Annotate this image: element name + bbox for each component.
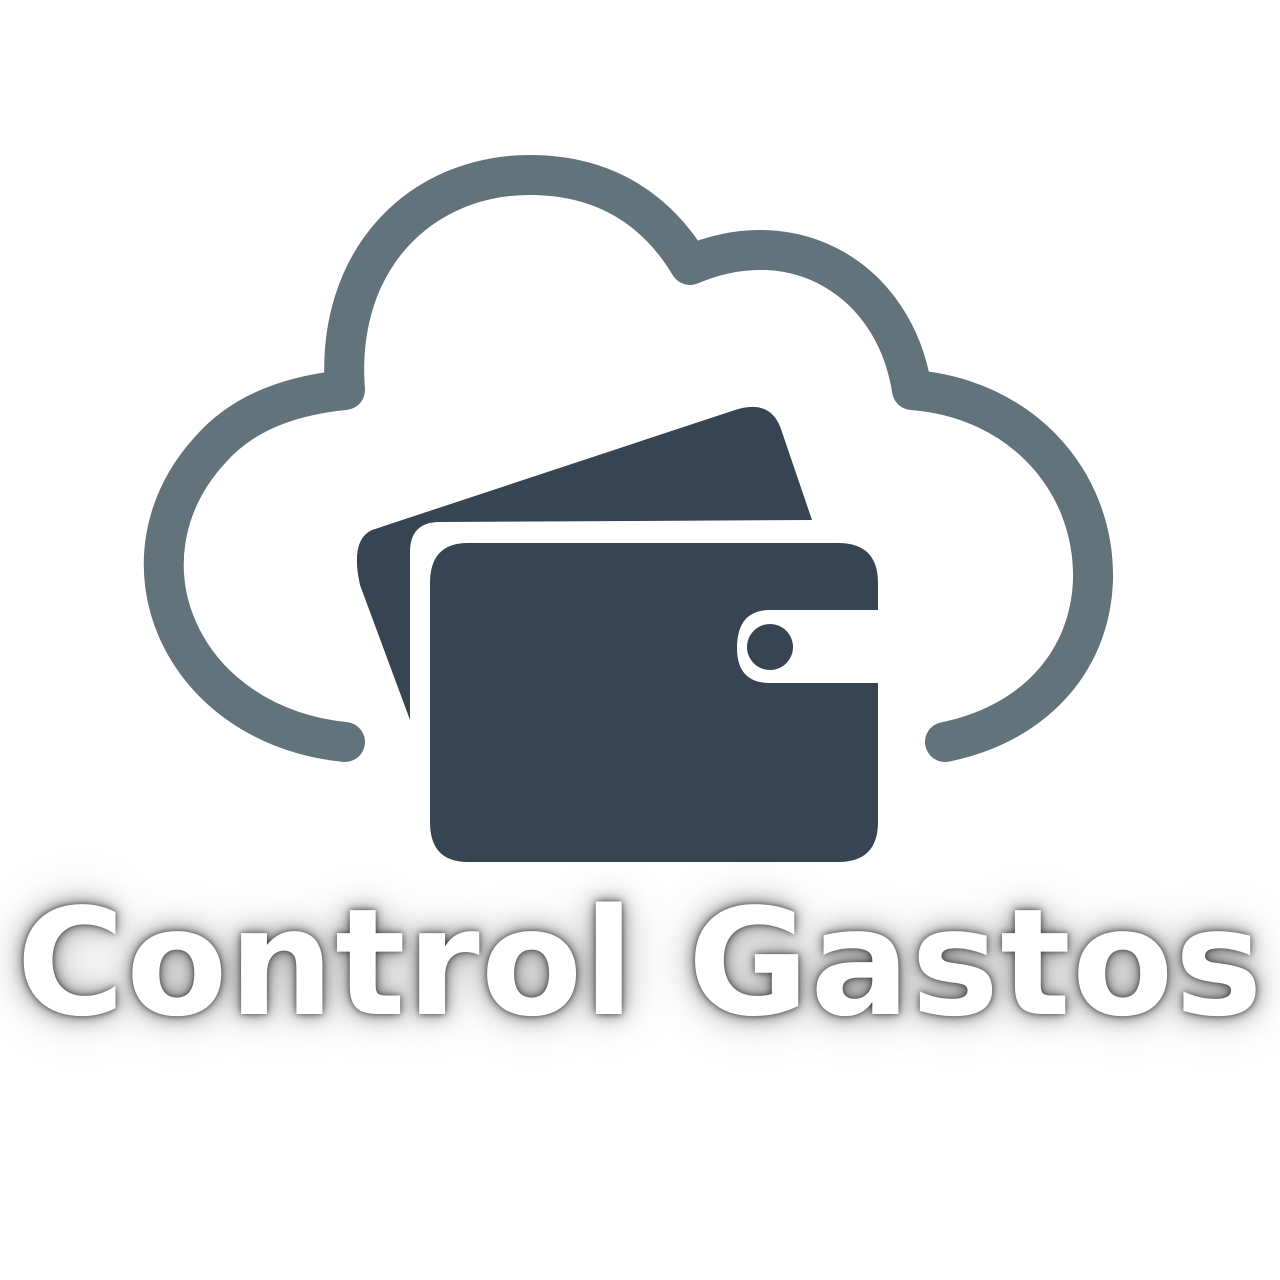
cloud-outline-icon: [143, 155, 1114, 762]
wallet-clasp-dot: [747, 624, 793, 670]
wallet-icon: [430, 543, 878, 862]
brand-wordmark: Control Gastos: [16, 877, 1264, 1049]
card-icon: [356, 406, 812, 720]
